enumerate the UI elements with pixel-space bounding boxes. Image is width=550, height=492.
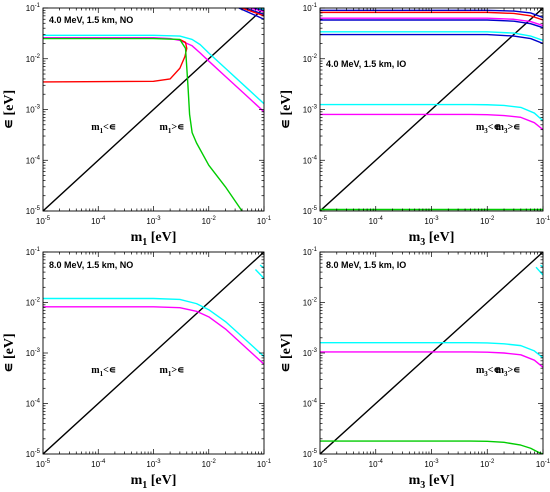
x-tick-label: 10-1 [257,459,272,469]
x-tick-label: 10-1 [536,459,550,469]
x-tick-label: 10-4 [369,459,384,469]
series-line-6 [238,8,264,20]
x-tick-label: 10-3 [424,459,439,469]
series-line-3 [320,351,543,368]
panel-2: 10-5 10-4 10-3 10-2 10-1 10-5 10-4 10-3 10-2 10-1… [279,3,550,248]
y-tick-label: 10-2 [26,298,41,308]
panel-label: 4.0 MeV, 1.5 km, IO [326,59,406,69]
region-label-below: m3<∊ [476,365,501,378]
x-tick-label: 10-4 [369,216,384,226]
series-group [43,252,264,454]
x-tick-label: 10-3 [146,459,161,469]
x-tick-label: 10-3 [424,216,439,226]
y-tick-label: 10-4 [303,155,318,165]
y-axis-label: ∊ [eV] [2,333,17,372]
series-group [320,252,543,454]
y-tick-label: 10-5 [303,449,318,459]
y-tick-label: 10-5 [26,449,41,459]
y-tick-label: 10-1 [26,247,41,257]
series-line-7 [244,8,264,16]
panel-1: 10-5 10-4 10-3 10-2 10-1 10-5 10-4 10-3 10-2 10-1… [2,3,272,248]
y-tick-label: 10-2 [303,54,318,64]
x-tick-label: 10-3 [146,216,161,226]
region-label-above: m1>∊ [160,122,185,135]
panel-4: 10-5 10-4 10-3 10-2 10-1 10-5 10-4 10-3 10-2 10-1… [279,247,550,491]
y-axis-label: ∊ [eV] [2,90,17,129]
series-line-1 [320,8,543,211]
series-line-4 [320,440,543,454]
x-tick-label: 10-2 [480,459,495,469]
y-tick-label: 10-3 [303,348,318,358]
series-line-5 [535,266,543,276]
series-line-1 [320,252,543,454]
y-tick-label: 10-4 [303,399,318,409]
y-tick-label: 10-3 [303,105,318,115]
y-axis-label: ∊ [eV] [279,90,294,129]
y-tick-label: 10-4 [26,155,41,165]
series-line-5 [320,19,543,29]
region-label-above: m3>∊ [496,365,521,378]
region-label-below: m1<∊ [91,122,116,135]
x-tick-label: 10-5 [36,459,51,469]
x-tick-label: 10-2 [202,459,217,469]
panel-label: 4.0 MeV, 1.5 km, NO [49,15,133,25]
panel-3: 10-5 10-4 10-3 10-2 10-1 10-5 10-4 10-3 10-2 10-1… [2,247,272,491]
x-axis-label: m1 [eV] [131,473,177,491]
series-line-2 [43,297,264,358]
x-axis-label: m3 [eV] [409,230,455,248]
series-line-5 [43,37,243,211]
y-tick-label: 10-5 [26,206,41,216]
series-line-6 [320,31,543,42]
series-line-7 [320,33,543,45]
x-tick-label: 10-1 [257,216,272,226]
y-axis-label: ∊ [eV] [279,333,294,372]
y-tick-label: 10-1 [26,3,41,13]
series-line-1 [43,252,264,454]
x-tick-label: 10-5 [36,216,51,226]
x-tick-label: 10-4 [91,216,106,226]
series-line-9 [320,113,543,131]
series-group [43,8,264,211]
x-tick-label: 10-1 [536,216,550,226]
y-tick-label: 10-3 [26,348,41,358]
series-line-8 [320,103,543,122]
series-line-3 [43,36,264,113]
series-line-4 [320,17,543,27]
y-tick-label: 10-1 [303,3,318,13]
series-line-8 [241,8,264,17]
y-tick-label: 10-5 [303,206,318,216]
series-line-2 [320,341,543,359]
y-tick-label: 10-2 [26,54,41,64]
series-line-1 [43,8,264,211]
y-tick-label: 10-2 [303,298,318,308]
panel-label: 8.0 MeV, 1.5 km, NO [49,260,133,270]
panel-label: 8.0 MeV, 1.5 km, IO [326,260,406,270]
region-label-above: m1>∊ [160,365,185,378]
region-label-below: m3<∊ [476,122,501,135]
series-group [320,8,543,211]
series-line-4 [43,38,188,83]
x-axis-label: m3 [eV] [409,473,455,491]
x-tick-label: 10-4 [91,459,106,469]
region-label-above: m3>∊ [496,122,521,135]
series-line-5 [259,264,264,269]
y-tick-label: 10-4 [26,399,41,409]
x-tick-label: 10-2 [480,216,495,226]
x-tick-label: 10-5 [313,459,328,469]
series-line-4 [254,269,264,279]
series-line-2 [43,34,264,105]
region-label-below: m1<∊ [91,365,116,378]
series-line-3 [43,306,264,365]
x-tick-label: 10-2 [202,216,217,226]
x-tick-label: 10-5 [313,216,328,226]
x-axis-label: m1 [eV] [131,230,177,248]
y-tick-label: 10-1 [303,247,318,257]
y-tick-label: 10-3 [26,105,41,115]
